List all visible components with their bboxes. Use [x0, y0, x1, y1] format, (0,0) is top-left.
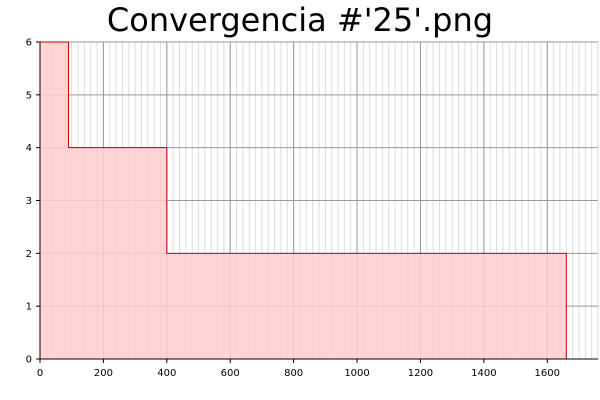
- x-tick-label: 200: [94, 368, 113, 379]
- x-tick-label: 1000: [344, 368, 369, 379]
- x-tick-label: 800: [284, 368, 303, 379]
- x-tick-label: 600: [221, 368, 240, 379]
- x-tick-label: 1600: [535, 368, 560, 379]
- y-tick-label: 0: [26, 355, 32, 366]
- y-tick-label: 5: [26, 90, 32, 101]
- ticks: 0 200 400 600 800 1000 1200 1400 1600 0 1 2 3 4 5 6: [26, 38, 560, 380]
- series-line: [40, 41, 567, 359]
- x-tick-label: 1400: [471, 368, 496, 379]
- x-tick-label: 0: [37, 368, 43, 379]
- chart-title: Convergencia #'25'.png: [106, 1, 494, 39]
- x-tick-label: 1200: [408, 368, 433, 379]
- y-tick-label: 2: [26, 249, 32, 260]
- series-layer: [40, 41, 567, 359]
- series-area: [40, 42, 567, 359]
- y-tick-label: 4: [26, 143, 32, 154]
- y-tick-label: 6: [26, 38, 32, 49]
- y-tick-label: 3: [26, 196, 32, 207]
- x-tick-label: 400: [157, 368, 176, 379]
- y-tick-label: 1: [26, 302, 32, 313]
